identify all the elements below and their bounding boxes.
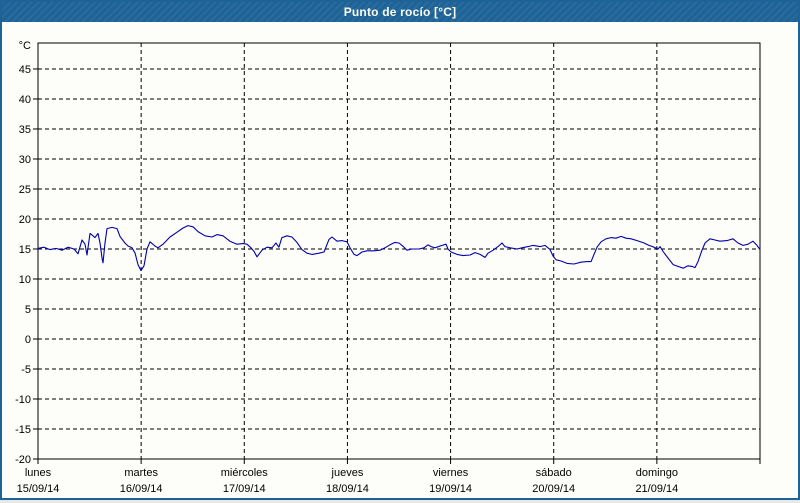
y-tick-label: -20 (15, 454, 31, 466)
day-date-label: 21/09/14 (635, 483, 678, 495)
x-axis: lunes 15/09/14 martes 16/09/14 miércoles 17/0… (17, 459, 761, 495)
day-name-label: miércoles (221, 467, 269, 479)
day-date-label: 20/09/14 (532, 483, 575, 495)
day-date-label: 15/09/14 (17, 483, 60, 495)
y-tick-label: -5 (21, 364, 31, 376)
y-tick-label: 45 (19, 64, 31, 76)
y-tick-label: 35 (19, 124, 31, 136)
dewpoint-line-chart: 45 40 35 30 25 20 15 10 5 0 -5 -10 -15 -20 °C lunes 15/0… (15, 40, 761, 495)
gridlines (38, 43, 760, 459)
day-date-label: 18/09/14 (326, 483, 369, 495)
day-name-label: domingo (636, 467, 678, 479)
day-name-label: sábado (536, 467, 572, 479)
y-tick-label: 10 (19, 274, 31, 286)
day-date-label: 19/09/14 (429, 483, 472, 495)
y-tick-label: 30 (19, 154, 31, 166)
y-tick-label: 25 (19, 184, 31, 196)
y-tick-label: 5 (25, 304, 31, 316)
y-tick-label: -10 (15, 394, 31, 406)
y-tick-label: 15 (19, 244, 31, 256)
day-name-label: jueves (331, 467, 364, 479)
series-line (37, 225, 761, 272)
day-date-label: 17/09/14 (223, 483, 266, 495)
chart-title-bar: Punto de rocío [°C] (2, 2, 798, 22)
y-tick-label: -15 (15, 424, 31, 436)
day-name-label: martes (124, 467, 158, 479)
chart-area: 45 40 35 30 25 20 15 10 5 0 -5 -10 -15 -20 °C lunes 15/0… (2, 22, 798, 498)
day-name-label: viernes (433, 467, 469, 479)
y-tick-label: 40 (19, 94, 31, 106)
chart-title: Punto de rocío [°C] (343, 5, 457, 19)
plot-border (37, 42, 761, 460)
y-axis: 45 40 35 30 25 20 15 10 5 0 -5 -10 -15 -20 °C (15, 40, 38, 466)
day-name-label: lunes (25, 467, 52, 479)
y-tick-label: 0 (25, 334, 31, 346)
y-axis-unit-label: °C (19, 40, 31, 52)
y-tick-label: 20 (19, 214, 31, 226)
day-date-label: 16/09/14 (120, 483, 163, 495)
